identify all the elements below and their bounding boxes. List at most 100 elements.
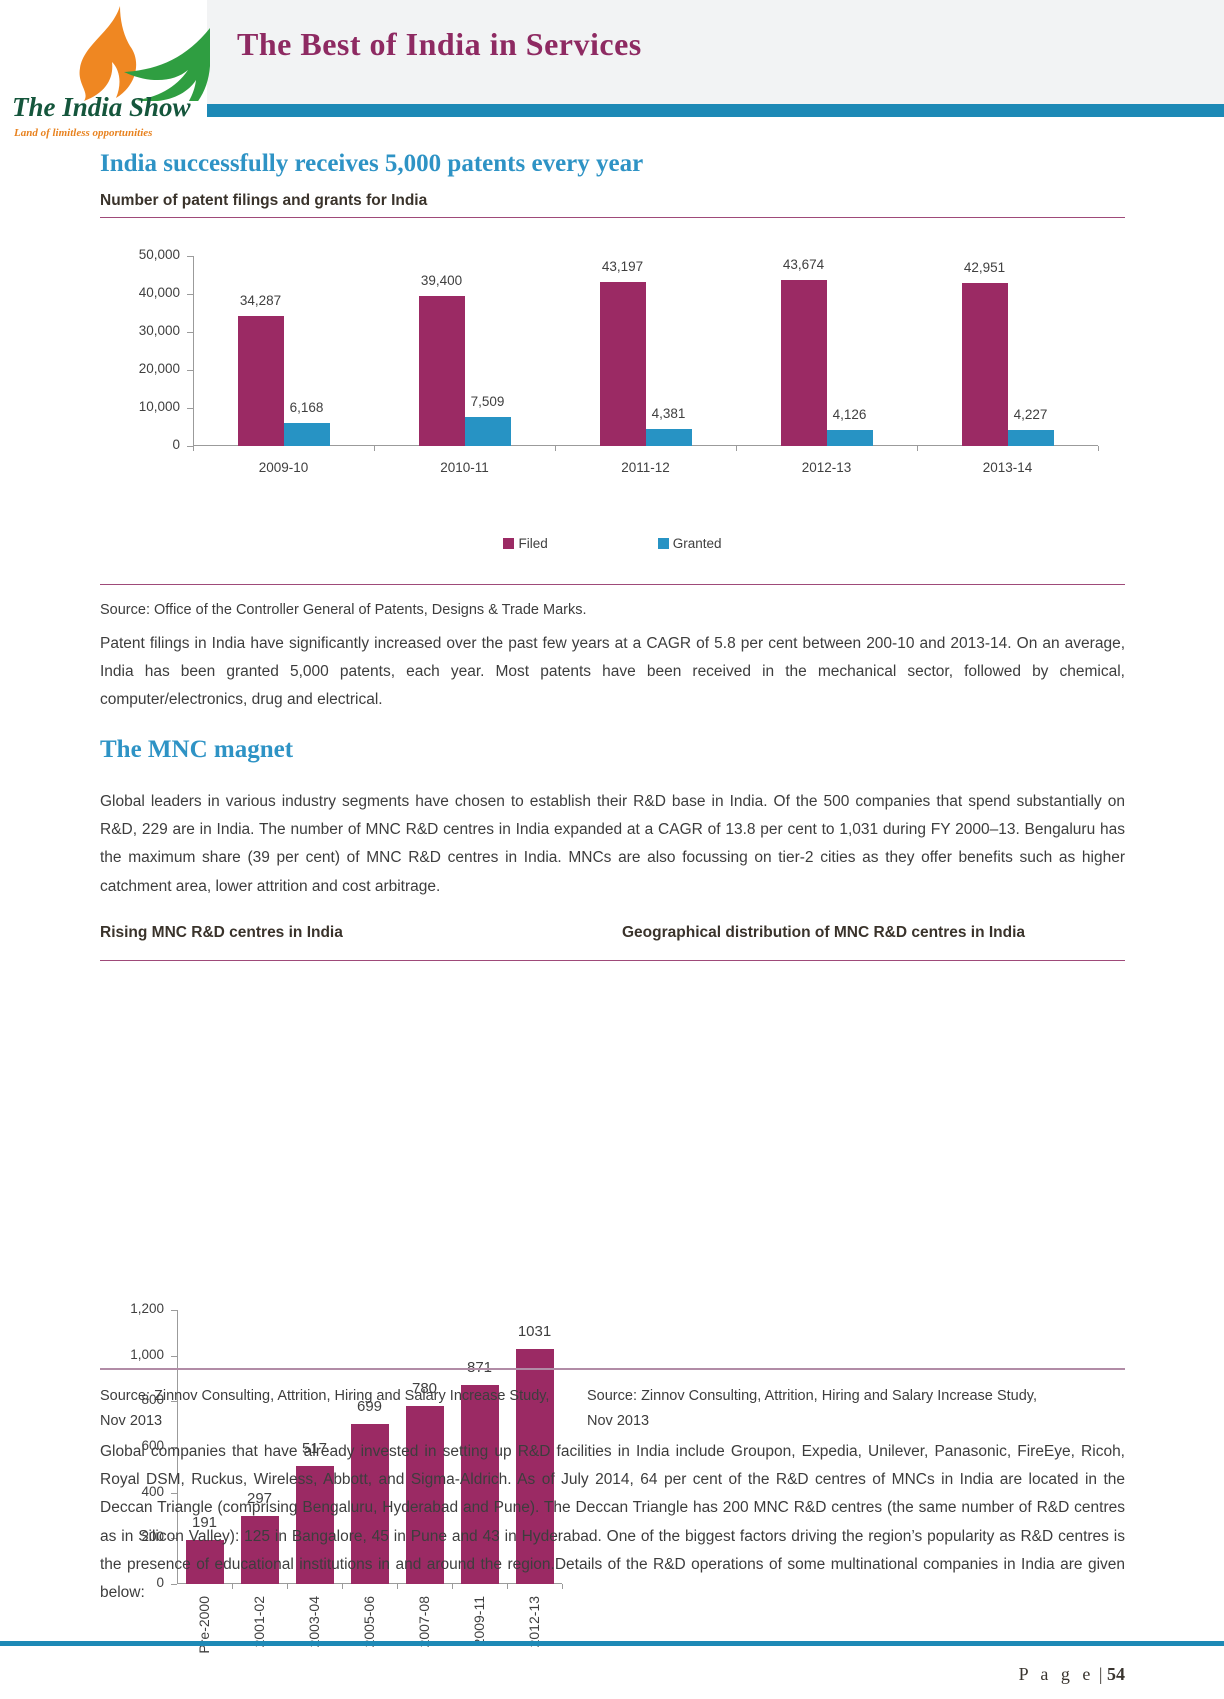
bar-value-label: 4,381 [651,406,686,422]
chart3-title: Geographical distribution of MNC R&D cen… [622,924,1026,941]
legend-item-granted: Granted [657,536,722,551]
y-axis-tick-label: 50,000 [138,247,180,262]
y-axis-tick [171,1584,177,1585]
y-axis-tick-label: 400 [141,1483,164,1499]
bar-value-label: 871 [440,1359,520,1376]
bar [405,1405,444,1584]
bar-filed [780,280,827,446]
chart2-source: Source: Zinnov Consulting, Attrition, Hi… [100,1388,550,1429]
x-axis-category-label: 2011-12 [621,460,670,475]
y-axis-tick [171,1447,177,1448]
x-axis-tick [342,1584,343,1589]
y-axis-tick-label: 1,000 [130,1346,164,1362]
bar-value-label: 39,400 [420,273,463,289]
divider [100,960,1125,961]
y-axis-tick [171,1538,177,1540]
x-axis-tick [452,1584,453,1589]
x-axis-category-label: 2012-13 [801,460,852,475]
india-show-logo: The India Show Land of limitless opportu… [10,6,210,139]
x-axis-category-label: 2010-11 [440,460,489,475]
y-axis-tick [187,408,193,409]
x-axis-tick [1098,446,1099,451]
legend-swatch [503,538,515,549]
page-separator: | [1098,1664,1103,1684]
bar-value-label: 34,287 [239,292,282,308]
y-axis-tick [171,1310,177,1311]
bar-value-label: 297 [246,1490,273,1508]
bar-granted [645,429,692,446]
bar-value-label: 43,674 [782,257,825,273]
x-axis-tick [397,1584,398,1589]
x-axis-tick [736,446,737,451]
x-axis-tick [232,1584,233,1589]
section1-heading: India successfully receives 5,000 patent… [100,150,644,177]
bar-value-label: 517 [301,1439,328,1457]
bar [460,1385,499,1584]
y-axis-tick [187,256,193,257]
x-axis-category-label: 2009-10 [258,460,309,475]
legend-swatch [657,538,669,549]
divider [100,1368,1125,1370]
bar-value-label: 6,168 [289,399,324,415]
x-axis-category-label: 2013-14 [982,460,1033,475]
bar-value-label: 42,951 [963,259,1006,275]
bar [295,1465,334,1584]
page-label: P a g e [1018,1664,1095,1684]
chart1-title: Number of patent filings and grants for … [100,192,428,209]
bar-filed [418,296,465,446]
section2-paragraph: Global leaders in various industry segme… [100,793,1125,895]
chart1-source: Source: Office of the Controller General… [100,602,587,618]
section1-paragraph: Patent filings in India have significant… [100,635,1125,709]
bar-value-label: 4,126 [832,407,867,423]
y-axis-tick [187,294,193,295]
y-axis-tick-label: 10,000 [138,399,180,414]
bar-value-label: 1031 [517,1322,552,1340]
divider [100,217,1125,218]
chart-legend: Filed Granted [100,536,1125,551]
footer-blue-rule [0,1641,1224,1646]
x-axis-tick [287,1584,288,1589]
logo-flame-icon [79,6,210,101]
x-axis-tick [555,446,556,451]
bar-value-label: 4,227 [1013,406,1048,422]
bar-granted [464,417,511,446]
y-axis-tick [187,332,193,333]
page-title: The Best of India in Services [237,26,642,62]
legend-label: Filed [518,536,548,551]
y-axis-tick-label: 800 [141,1392,164,1408]
y-axis-tick-label: 0 [172,437,180,452]
bar-value-label: 780 [411,1379,438,1397]
legend-item-filed: Filed [503,536,548,551]
divider [100,584,1125,585]
bar-filed [599,281,646,446]
page-number-value: 54 [1107,1664,1125,1684]
bar [240,1516,279,1584]
mnc-centres-chart: 0 200 400 600 800 1,000 1,200 191 Pre-2000 297 200… [100,1287,570,1679]
bar-value-label: 43,197 [601,258,644,274]
legend-label: Granted [672,536,722,551]
y-axis-tick [171,1492,177,1494]
y-axis-tick-label: 1,200 [130,1301,164,1316]
x-axis-tick [917,446,918,451]
x-axis-tick [374,446,375,451]
y-axis-tick-label: 40,000 [138,285,180,300]
header-blue-rule [207,104,1224,117]
bar [350,1424,389,1584]
chart3-source: Source: Zinnov Consulting, Attrition, Hi… [587,1388,1037,1429]
bar-granted [1007,429,1054,446]
y-axis-tick-label: 0 [156,1575,164,1590]
section2-heading: The MNC magnet [100,736,294,763]
bar-granted [826,430,873,446]
y-axis-tick [171,1355,177,1357]
bar-value-label: 7,509 [470,394,505,410]
section2-paragraph2: Global companies that have already inves… [100,1443,1125,1602]
bar [515,1348,554,1584]
logo-title: The India Show [12,92,191,122]
bar-filed [961,282,1008,446]
bar-filed [237,315,284,446]
x-axis-tick [562,1584,563,1589]
bar-value-label: 191 [191,1514,218,1532]
y-axis-tick [187,370,193,371]
patent-filings-chart: 0 10,000 20,000 30,000 40,000 50,000 34,287 6,1… [100,247,1125,560]
